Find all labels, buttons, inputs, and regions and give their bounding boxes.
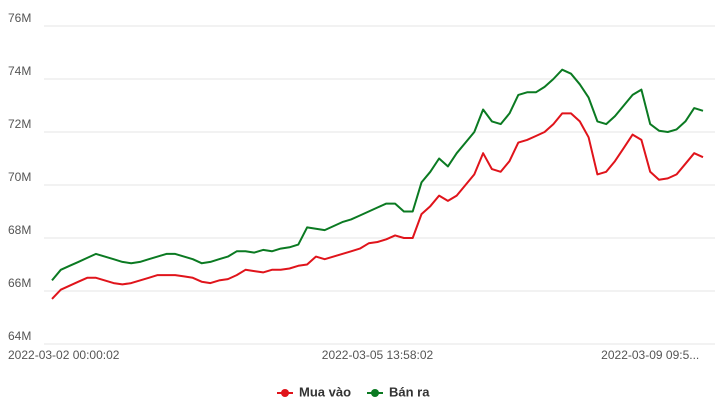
- legend-marker: [281, 389, 289, 397]
- x-tick-label: 2022-03-09 09:5...: [601, 348, 699, 362]
- legend-label: Mua vào: [299, 384, 351, 399]
- y-tick-label: 64M: [8, 329, 31, 343]
- y-tick-label: 66M: [8, 276, 31, 290]
- x-tick-label: 2022-03-05 13:58:02: [322, 348, 434, 362]
- y-tick-label: 76M: [8, 11, 31, 25]
- series-line: [51, 112, 704, 300]
- y-tick-label: 74M: [8, 64, 31, 78]
- y-tick-label: 72M: [8, 117, 31, 131]
- legend-marker: [371, 389, 379, 397]
- x-tick-label: 2022-03-02 00:00:02: [8, 348, 120, 362]
- y-tick-label: 70M: [8, 170, 31, 184]
- y-tick-label: 68M: [8, 223, 31, 237]
- legend-label: Bán ra: [389, 384, 430, 399]
- series-line: [51, 68, 704, 282]
